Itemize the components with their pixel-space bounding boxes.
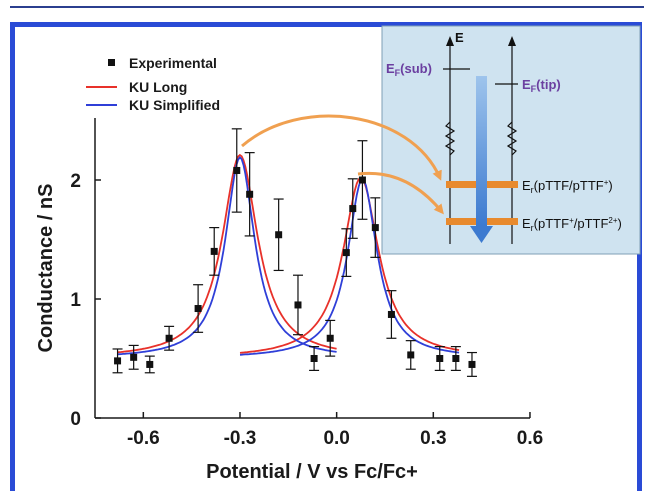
curve-ku-simplified-peak-2: [239, 177, 460, 356]
x-tick-label: -0.6: [127, 428, 160, 449]
data-point: [405, 340, 416, 370]
data-marker: [342, 249, 350, 257]
data-marker: [114, 357, 122, 365]
level1-label: Er(pTTF/pTTF+): [522, 178, 613, 195]
peak2-to-level2-arrow: [357, 171, 444, 215]
data-point: [341, 228, 352, 277]
transfer-arrow-head: [470, 226, 493, 243]
data-point: [112, 348, 123, 374]
data-marker: [326, 334, 334, 342]
resistor-tip-icon: [506, 121, 518, 156]
data-marker: [349, 205, 357, 213]
resistor-sub-icon: [444, 121, 456, 156]
energy-axis-arrowhead: [446, 36, 454, 46]
data-point: [209, 227, 220, 276]
data-point: [164, 325, 175, 351]
y-tick-label: 2: [70, 171, 81, 192]
energy-axis-label: E: [455, 30, 464, 45]
legend-label-ku-long: KU Long: [129, 79, 187, 95]
y-tick-label: 1: [70, 290, 81, 311]
data-point: [434, 346, 445, 371]
data-point: [231, 128, 242, 213]
data-marker: [210, 247, 218, 255]
data-point: [193, 284, 204, 333]
data-point: [386, 290, 397, 339]
ef-sub-label: EF(sub): [386, 61, 432, 78]
data-marker: [294, 301, 302, 309]
data-point: [347, 178, 358, 239]
data-marker: [246, 190, 254, 198]
level2-label: Er(pTTF+/pTTF2+): [522, 216, 622, 233]
data-point: [309, 346, 320, 371]
data-point: [325, 319, 336, 357]
axes: [94, 118, 530, 419]
data-marker: [407, 351, 415, 359]
data-marker: [146, 360, 154, 368]
data-point: [128, 344, 139, 370]
energy-diagram-inset: E EF(sub) EF(tip) Er(pTTF/pTTF+) Er(pTTF…: [381, 25, 641, 255]
data-marker: [468, 360, 476, 368]
x-tick-label: -0.3: [224, 428, 257, 449]
x-tick-label: 0.0: [323, 428, 349, 449]
data-marker: [358, 176, 366, 184]
data-marker: [436, 355, 444, 362]
experimental-points: [112, 128, 477, 377]
curve-ku-simplified-peak-1: [117, 156, 337, 356]
data-point: [273, 198, 284, 272]
x-axis-title: Potential / V vs Fc/Fc+: [206, 461, 418, 483]
data-point: [450, 346, 461, 371]
data-marker: [275, 231, 283, 239]
data-point: [466, 351, 477, 377]
legend-label-experimental: Experimental: [129, 55, 217, 71]
top-rule: [10, 6, 644, 8]
data-point: [357, 140, 368, 220]
peak1-to-level1-arrow: [241, 114, 442, 181]
x-tick-label: 0.6: [517, 428, 543, 449]
curve-ku-long-peak-1: [117, 153, 337, 354]
data-point: [244, 152, 255, 237]
data-point: [370, 197, 381, 258]
legend-label-ku-simplified: KU Simplified: [129, 97, 220, 113]
ef-tip-label: EF(tip): [522, 77, 561, 94]
inset-background: [381, 25, 641, 255]
tip-line-arrowhead: [508, 36, 516, 46]
data-marker: [130, 353, 138, 361]
x-ticks: -0.6 -0.3 0.0 0.3 0.6: [127, 412, 543, 449]
y-ticks: 0 1 2: [70, 171, 101, 430]
data-point: [292, 274, 303, 336]
data-point: [144, 355, 155, 374]
legend-marker-experimental: [108, 59, 115, 66]
data-marker: [233, 166, 241, 174]
data-marker: [452, 355, 460, 362]
y-axis-title: Conductance / nS: [35, 184, 57, 353]
data-marker: [387, 310, 395, 318]
curve-ku-long-peak-2: [239, 176, 460, 354]
data-marker: [371, 224, 379, 232]
data-marker: [165, 334, 173, 342]
data-marker: [310, 355, 318, 362]
x-tick-label: 0.3: [420, 428, 446, 449]
y-tick-label: 0: [70, 409, 81, 430]
legend: Experimental KU Long KU Simplified: [86, 55, 220, 113]
transfer-arrow-shaft: [476, 76, 487, 226]
data-marker: [194, 305, 202, 313]
